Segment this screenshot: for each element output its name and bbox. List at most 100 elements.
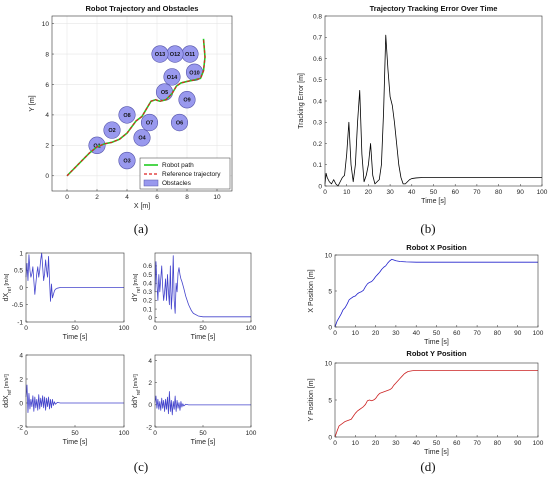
chart-title: Trajectory Tracking Error Over Time (370, 4, 498, 13)
obstacle-marker (118, 106, 136, 124)
chart-title: Robot Trajectory and Obstacles (86, 4, 199, 13)
y-tick-label: 0.6 (313, 56, 322, 63)
y-axis-label: ddYref [m/s²] (132, 374, 142, 408)
obstacle-marker (103, 121, 121, 139)
y-tick-label: 0 (45, 173, 49, 180)
obstacle-label: O7 (146, 121, 153, 127)
plot-area (325, 16, 542, 186)
plot-area (155, 355, 251, 427)
obstacle-label: O9 (183, 98, 190, 104)
plot-frame (154, 354, 252, 428)
x-tick-label: 50 (71, 430, 79, 437)
x-tick-label: 60 (453, 330, 461, 337)
plot-frame (334, 254, 539, 328)
caption-c: (c) (134, 459, 148, 474)
x-tick-label: 30 (392, 440, 400, 447)
x-tick-label: 60 (452, 189, 460, 196)
y-tick-label: -2 (146, 424, 152, 431)
y-tick-label: 0.3 (143, 289, 152, 296)
y-tick-label: 0 (19, 400, 23, 407)
chart-title: Robot Y Position (406, 349, 467, 358)
series-line-0 (324, 34, 542, 187)
y-tick-label: 0.6 (143, 263, 152, 270)
y-tick-label: -0.5 (12, 302, 24, 309)
y-tick-label: 0.7 (313, 35, 322, 42)
y-tick-label: 0.2 (313, 141, 322, 148)
plot-frame (51, 15, 233, 192)
x-tick-label: 10 (213, 194, 221, 201)
x-tick-label: 60 (453, 440, 461, 447)
y-tick-label: 0 (148, 402, 152, 409)
x-tick-label: 50 (433, 440, 441, 447)
caption-a: (a) (134, 221, 148, 236)
obstacle-label: O12 (170, 52, 180, 58)
y-tick-label: 0 (328, 434, 332, 441)
x-tick-label: 100 (119, 325, 130, 332)
obstacle-label: O10 (189, 70, 199, 76)
obstacle-label: O5 (161, 90, 168, 96)
y-tick-label: 0.3 (313, 120, 322, 127)
y-axis-label: X Position [m] (308, 269, 315, 312)
x-tick-label: 100 (119, 430, 130, 437)
obstacle-label: O8 (123, 113, 130, 119)
y-tick-label: 0.2 (143, 298, 152, 305)
plot-frame (25, 252, 125, 323)
x-tick-label: 4 (125, 194, 129, 201)
x-axis-label: Time [s] (191, 439, 216, 446)
x-tick-label: 0 (24, 325, 28, 332)
obstacle-marker (140, 113, 159, 132)
y-tick-label: 2 (19, 376, 23, 383)
obstacle-marker (163, 68, 181, 86)
x-tick-label: 40 (408, 189, 416, 196)
y-tick-label: 5 (328, 288, 332, 295)
plot-frame (324, 15, 543, 187)
x-tick-label: 0 (333, 440, 337, 447)
y-tick-label: -1 (17, 319, 23, 326)
x-tick-label: 50 (71, 325, 79, 332)
x-tick-label: 0 (153, 430, 157, 437)
legend-label: Robot path (162, 162, 194, 169)
obstacle-marker (118, 151, 136, 170)
obstacle-label: O13 (155, 52, 165, 58)
y-tick-label: 0.8 (313, 13, 322, 20)
x-tick-label: 30 (386, 189, 394, 196)
y-tick-label: 0.4 (143, 280, 152, 287)
series-line-0 (154, 391, 251, 416)
panel-dx_ref: 0 50 100 -1 -0.5 0 0.5 1 Time [s] dXref [m/s] (3, 250, 130, 341)
y-axis-label: Y [m] (29, 95, 36, 111)
legend: Robot path Reference trajectory Obstacles (139, 157, 231, 190)
x-tick-label: 40 (413, 440, 421, 447)
plot-area (155, 253, 251, 322)
y-tick-label: 10 (325, 252, 333, 259)
obstacle-label: O14 (167, 75, 178, 81)
x-tick-label: 100 (533, 330, 544, 337)
x-tick-label: 2 (95, 194, 99, 201)
y-tick-label: 4 (19, 352, 23, 359)
obstacle-label: O3 (123, 159, 130, 165)
y-axis-label: dYref [m/s] (132, 273, 142, 301)
obstacle-label: O6 (176, 121, 183, 127)
panel-dy_ref: 0 50 100 0 0.10.2 0.3 0.40.5 0.6 Time [s] dYref [… (132, 252, 257, 341)
y-tick-label: 2 (45, 143, 49, 150)
x-tick-label: 70 (473, 189, 481, 196)
plot-area (26, 355, 124, 427)
x-axis-label: Time [s] (191, 334, 216, 341)
x-tick-label: 90 (517, 189, 525, 196)
y-tick-label: 4 (45, 112, 49, 119)
caption-d: (d) (420, 459, 435, 474)
y-tick-label: 0.4 (313, 98, 322, 105)
x-tick-label: 0 (153, 325, 157, 332)
x-tick-label: 20 (372, 440, 380, 447)
plot-frame (25, 354, 125, 428)
obstacle-label: O4 (138, 136, 146, 142)
y-tick-label: -2 (17, 424, 23, 431)
x-tick-label: 100 (537, 189, 548, 196)
y-tick-label: 0.5 (313, 77, 322, 84)
y-tick-label: 0.1 (313, 162, 322, 169)
y-tick-label: 5 (328, 397, 332, 404)
x-tick-label: 90 (514, 440, 522, 447)
y-tick-label: 0 (19, 285, 23, 292)
obstacle-marker (151, 45, 169, 63)
x-tick-label: 20 (365, 189, 373, 196)
